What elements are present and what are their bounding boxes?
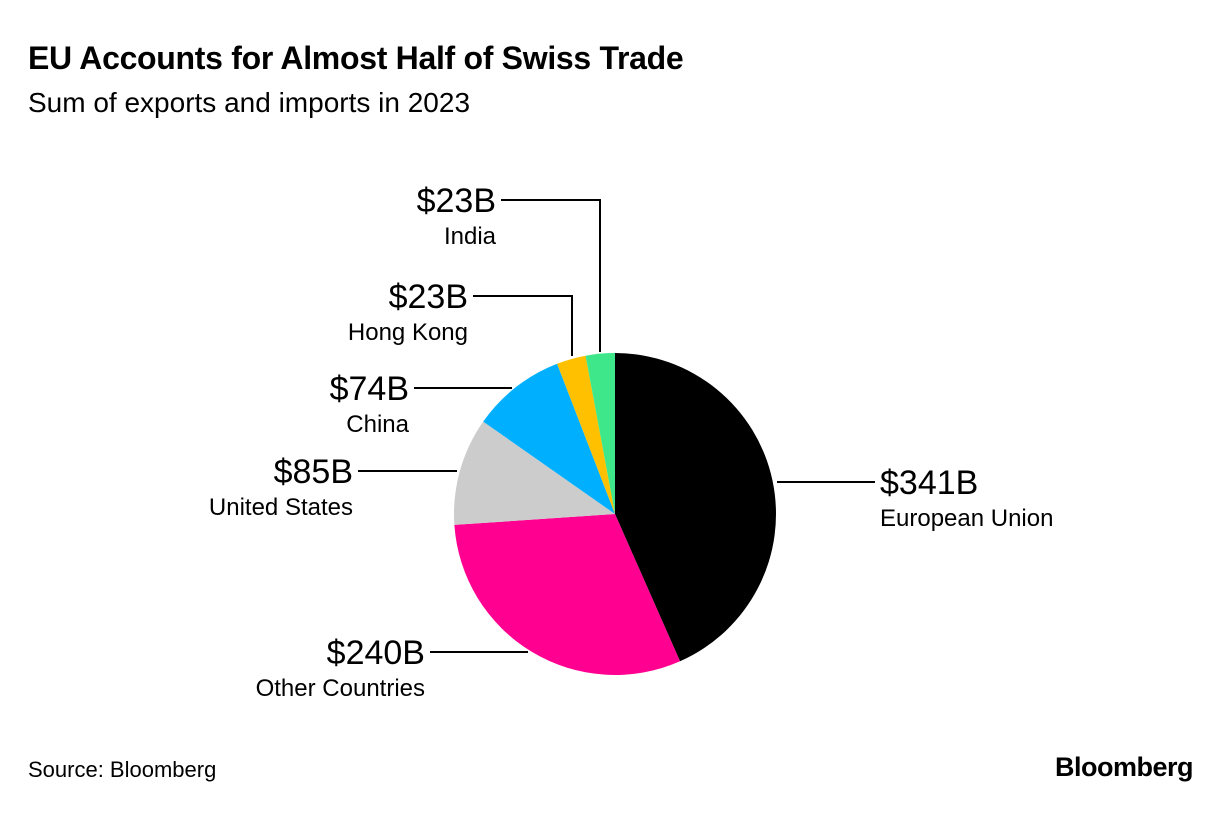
pie-slice-us xyxy=(453,421,615,525)
leader-line-hk xyxy=(473,295,573,356)
value-label-hk: $23B xyxy=(389,278,468,316)
pie-slice-other xyxy=(454,514,681,676)
leader-lines xyxy=(358,199,875,653)
bloomberg-logo: Bloomberg xyxy=(1054,752,1194,782)
category-label-other: Other Countries xyxy=(256,675,425,702)
value-label-us: $85B xyxy=(274,453,353,491)
category-label-us: United States xyxy=(209,494,353,521)
value-label-other: $240B xyxy=(327,634,425,672)
category-label-china: China xyxy=(346,411,409,438)
category-label-hk: Hong Kong xyxy=(348,319,468,346)
source-note: Source: Bloomberg xyxy=(28,757,217,782)
category-label-eu: European Union xyxy=(880,505,1053,532)
category-label-india: India xyxy=(444,223,497,250)
value-label-india: $23B xyxy=(417,182,496,220)
pie-slice-india xyxy=(585,353,615,514)
chart-title: EU Accounts for Almost Half of Swiss Tra… xyxy=(28,40,684,76)
value-label-eu: $341B xyxy=(880,464,978,502)
value-label-china: $74B xyxy=(330,370,409,408)
pie-slice-china xyxy=(483,363,615,514)
pie-slice-hk xyxy=(557,355,615,514)
slice-labels: $341B European Union $240B Other Countries $… xyxy=(209,182,1054,702)
leader-line-india xyxy=(501,199,601,352)
pie-slice-eu xyxy=(615,353,777,662)
pie-slices xyxy=(453,353,777,676)
chart-subtitle: Sum of exports and imports in 2023 xyxy=(28,87,471,118)
